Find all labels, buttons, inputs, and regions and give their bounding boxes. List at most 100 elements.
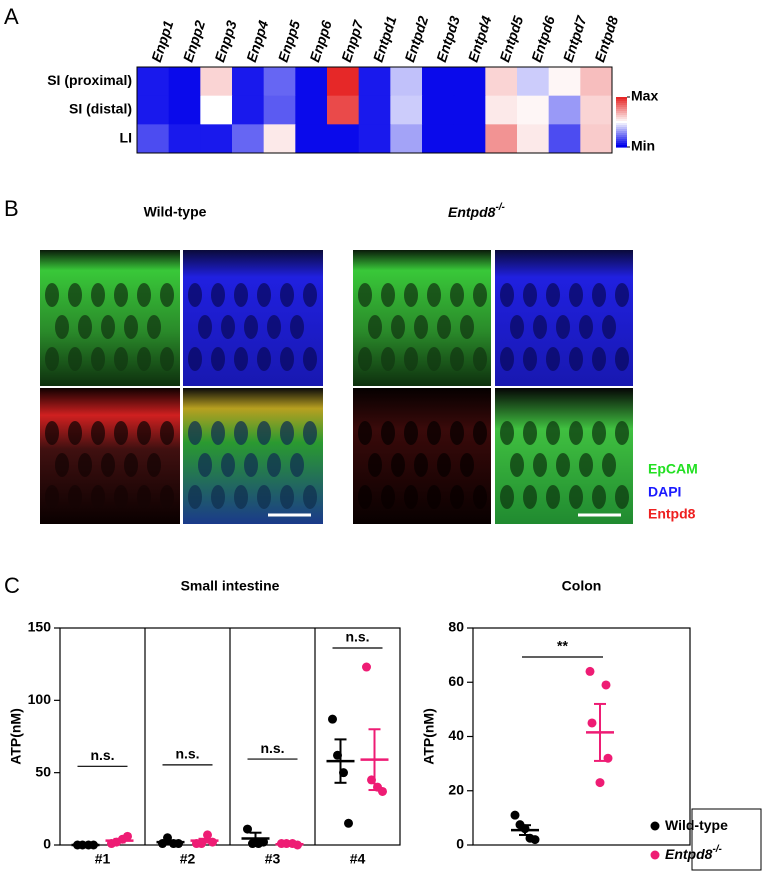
crypt (427, 421, 441, 445)
column-label: Entpd8 (591, 14, 621, 64)
heat-cell (548, 124, 581, 154)
crypt (510, 453, 524, 477)
channel-label: DAPI (648, 484, 681, 500)
data-point (243, 824, 252, 834)
heat-cell (453, 67, 486, 97)
y-axis-label: ATP(nM) (8, 708, 24, 765)
heat-cell (422, 124, 455, 154)
crypt (592, 485, 606, 509)
crypt (450, 421, 464, 445)
heat-cell (517, 95, 550, 125)
heat-cell (358, 95, 391, 125)
channel-label: EpCAM (648, 461, 698, 477)
crypt (460, 453, 474, 477)
heat-cell (580, 124, 613, 154)
crypt (114, 485, 128, 509)
column-label: Enpp7 (338, 17, 367, 64)
heat-cell (517, 67, 550, 97)
heat-cell (390, 67, 423, 97)
heatmap-frame (136, 66, 613, 154)
row-label: LI (120, 129, 132, 145)
crypt (391, 453, 405, 477)
data-point (530, 835, 540, 845)
crypt (160, 283, 174, 307)
data-point (587, 718, 597, 728)
crypt (244, 453, 258, 477)
y-tick-label: 40 (448, 727, 464, 743)
significance-label: ** (557, 638, 568, 654)
crypt (368, 453, 382, 477)
y-tick-label: 60 (448, 673, 464, 689)
crypt (473, 347, 487, 371)
crypt (404, 283, 418, 307)
heat-cell (327, 67, 360, 97)
colorbar-step (616, 111, 627, 114)
crypt (523, 421, 537, 445)
heat-cell (327, 124, 360, 154)
x-tick-label: #3 (265, 851, 281, 867)
crypt (473, 421, 487, 445)
crypt (414, 453, 428, 477)
heat-cell (453, 124, 486, 154)
crypt (234, 485, 248, 509)
crypt (234, 347, 248, 371)
column-label: Entpd4 (465, 14, 495, 64)
crypt (147, 315, 161, 339)
crypt (160, 421, 174, 445)
heat-cell (200, 124, 233, 154)
crypt (280, 421, 294, 445)
crypt (546, 347, 560, 371)
panel-label: B (4, 196, 19, 221)
crypt (267, 453, 281, 477)
heat-cell (168, 124, 201, 154)
crypt (280, 347, 294, 371)
crypt (404, 421, 418, 445)
crypt (101, 453, 115, 477)
crypt (592, 421, 606, 445)
colorbar-label: Max (631, 88, 658, 104)
colorbar-label: Min (631, 138, 655, 154)
heat-cell (137, 67, 170, 97)
legend-label-main: Wild-type (665, 817, 728, 833)
crypt (473, 283, 487, 307)
colorbar-step (616, 127, 627, 130)
crypt (546, 485, 560, 509)
crypt (381, 485, 395, 509)
crypt (437, 453, 451, 477)
colorbar-step (616, 135, 627, 138)
crypt (290, 315, 304, 339)
legend-label: Entpd8-/- (665, 844, 723, 862)
heat-cell (358, 67, 391, 97)
crypt (55, 315, 69, 339)
heat-cell (168, 67, 201, 97)
crypt (198, 315, 212, 339)
crypt (450, 347, 464, 371)
crypt (188, 283, 202, 307)
row-label: SI (distal) (69, 101, 132, 117)
column-label: Enpp4 (243, 18, 272, 64)
heat-cell (295, 67, 328, 97)
crypt (45, 485, 59, 509)
heat-cell (232, 67, 265, 97)
colorbar-step (616, 121, 627, 124)
crypt (234, 283, 248, 307)
column-label: Entpd3 (433, 14, 463, 64)
crypt (556, 453, 570, 477)
crypt (45, 421, 59, 445)
heat-cell (232, 124, 265, 154)
y-tick-label: 0 (456, 836, 464, 852)
crypt (188, 485, 202, 509)
crypt (78, 453, 92, 477)
crypt (114, 283, 128, 307)
heat-cell (485, 67, 518, 97)
crypt (523, 347, 537, 371)
crypt (500, 283, 514, 307)
crypt (188, 421, 202, 445)
crypt (569, 347, 583, 371)
significance-label: n.s. (260, 740, 284, 756)
row-label: SI (proximal) (47, 72, 132, 88)
crypt (592, 347, 606, 371)
crypt (124, 315, 138, 339)
panel-label: A (4, 4, 19, 29)
crypt (437, 315, 451, 339)
